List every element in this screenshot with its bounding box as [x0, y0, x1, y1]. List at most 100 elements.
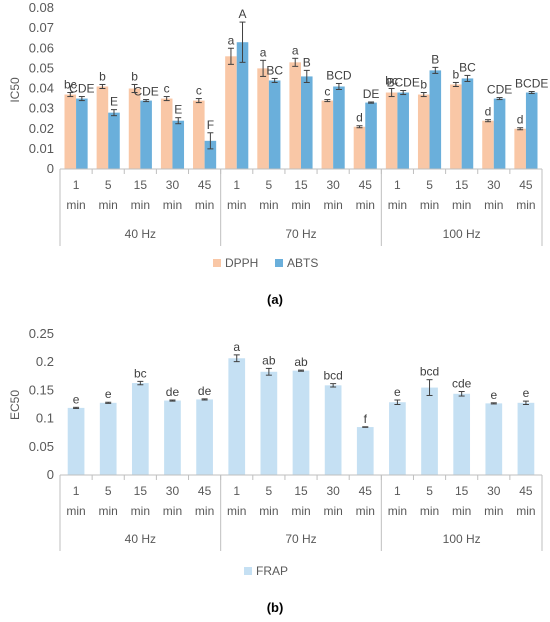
legend-swatch-frap: [244, 567, 252, 575]
y-tick-label: 0.1: [36, 411, 54, 426]
bar-dpph: [257, 68, 269, 169]
bar-dpph: [289, 62, 301, 169]
x-tick-label: 15 min: [291, 178, 310, 212]
bar-dpph: [128, 88, 141, 169]
group-label: 100 Hz: [443, 227, 481, 241]
bar-abts: [333, 86, 345, 169]
y-tick-label: 0.03: [29, 101, 54, 116]
bar-frap: [164, 400, 181, 475]
significance-label: DE: [363, 87, 380, 101]
bar-dpph: [64, 94, 77, 169]
y-tick-label: 0: [47, 161, 54, 176]
significance-label: de: [166, 385, 180, 399]
group-label: 70 Hz: [285, 532, 316, 546]
significance-label: a: [233, 340, 240, 354]
significance-label: F: [207, 118, 214, 132]
significance-label: CDE: [487, 83, 512, 97]
x-tick-label: 30 min: [163, 484, 182, 518]
x-tick-label: 45 min: [195, 484, 214, 518]
significance-label: e: [105, 387, 112, 401]
significance-label: CDE: [133, 85, 158, 99]
significance-label: c: [196, 84, 202, 98]
bar-dpph: [514, 128, 526, 169]
y-tick-label: 0.07: [29, 20, 54, 35]
group-label: 70 Hz: [285, 227, 316, 241]
y-tick-label: 0.08: [29, 0, 54, 15]
bar-frap: [389, 402, 406, 475]
legend-swatch-abts: [275, 259, 283, 267]
group-label: 100 Hz: [443, 532, 481, 546]
x-tick-label: 15 min: [131, 484, 150, 518]
significance-label: e: [73, 392, 80, 406]
significance-label: a: [292, 43, 299, 57]
bar-frap: [292, 370, 310, 475]
significance-label: e: [394, 385, 401, 399]
significance-label: ab: [262, 353, 276, 367]
x-tick-label: 45 min: [195, 178, 214, 212]
bar-abts: [236, 42, 249, 169]
significance-label: b: [131, 69, 138, 83]
bar-abts: [301, 76, 313, 169]
bar-frap: [356, 427, 374, 475]
bar-dpph: [193, 100, 205, 169]
bar-abts: [108, 112, 120, 169]
significance-label: E: [174, 103, 182, 117]
x-tick-label: 5 min: [420, 484, 439, 518]
significance-label: bcd: [323, 369, 342, 383]
x-tick-label: 15 min: [291, 484, 310, 518]
bar-frap: [228, 358, 246, 475]
bar-frap: [517, 402, 535, 475]
bar-abts: [429, 70, 442, 169]
x-tick-label: 5 min: [259, 178, 278, 212]
bar-abts: [268, 80, 281, 169]
panel-label: (a): [267, 292, 283, 307]
significance-label: e: [523, 386, 530, 400]
significance-label: bc: [385, 74, 398, 88]
bar-abts: [365, 102, 377, 169]
bar-dpph: [225, 56, 237, 169]
significance-label: E: [110, 95, 118, 109]
bar-frap: [260, 371, 278, 475]
bar-abts: [204, 140, 217, 169]
significance-label: BCDE: [515, 77, 548, 91]
significance-label: c: [164, 82, 170, 96]
x-tick-label: 1 min: [227, 484, 246, 518]
x-tick-label: 45 min: [356, 178, 375, 212]
bar-frap: [131, 383, 149, 475]
bar-dpph: [160, 98, 173, 169]
x-tick-label: 30 min: [484, 178, 503, 212]
y-tick-label: 0.05: [29, 60, 54, 75]
bar-frap: [485, 403, 503, 475]
x-tick-label: 15 min: [452, 178, 471, 212]
significance-label: A: [239, 7, 247, 21]
x-tick-label: 1 min: [66, 484, 85, 518]
significance-label: bcd: [420, 365, 439, 379]
x-tick-label: 5 min: [99, 484, 118, 518]
bar-frap: [67, 407, 85, 475]
significance-label: BC: [266, 63, 283, 77]
x-tick-label: 30 min: [163, 178, 182, 212]
legend-label: FRAP: [256, 564, 288, 578]
y-axis-title: IC50: [8, 77, 22, 103]
group-label: 40 Hz: [125, 532, 156, 546]
bar-abts: [461, 78, 474, 169]
legend-swatch-dpph: [213, 259, 221, 267]
significance-label: e: [490, 388, 497, 402]
significance-label: cde: [452, 377, 472, 391]
significance-label: a: [260, 45, 267, 59]
significance-label: B: [431, 52, 439, 66]
x-tick-label: 30 min: [323, 484, 342, 518]
x-tick-label: 5 min: [99, 178, 118, 212]
significance-label: de: [198, 384, 212, 398]
bar-dpph: [321, 100, 334, 169]
bar-frap: [453, 393, 471, 475]
group-label: 40 Hz: [125, 227, 156, 241]
x-tick-label: 5 min: [259, 484, 278, 518]
x-tick-label: 45 min: [356, 484, 375, 518]
bar-abts: [172, 120, 185, 169]
y-tick-label: 0.25: [29, 326, 54, 341]
y-tick-label: 0.15: [29, 382, 54, 397]
significance-label: BCDE: [387, 76, 420, 90]
x-tick-label: 30 min: [323, 178, 342, 212]
